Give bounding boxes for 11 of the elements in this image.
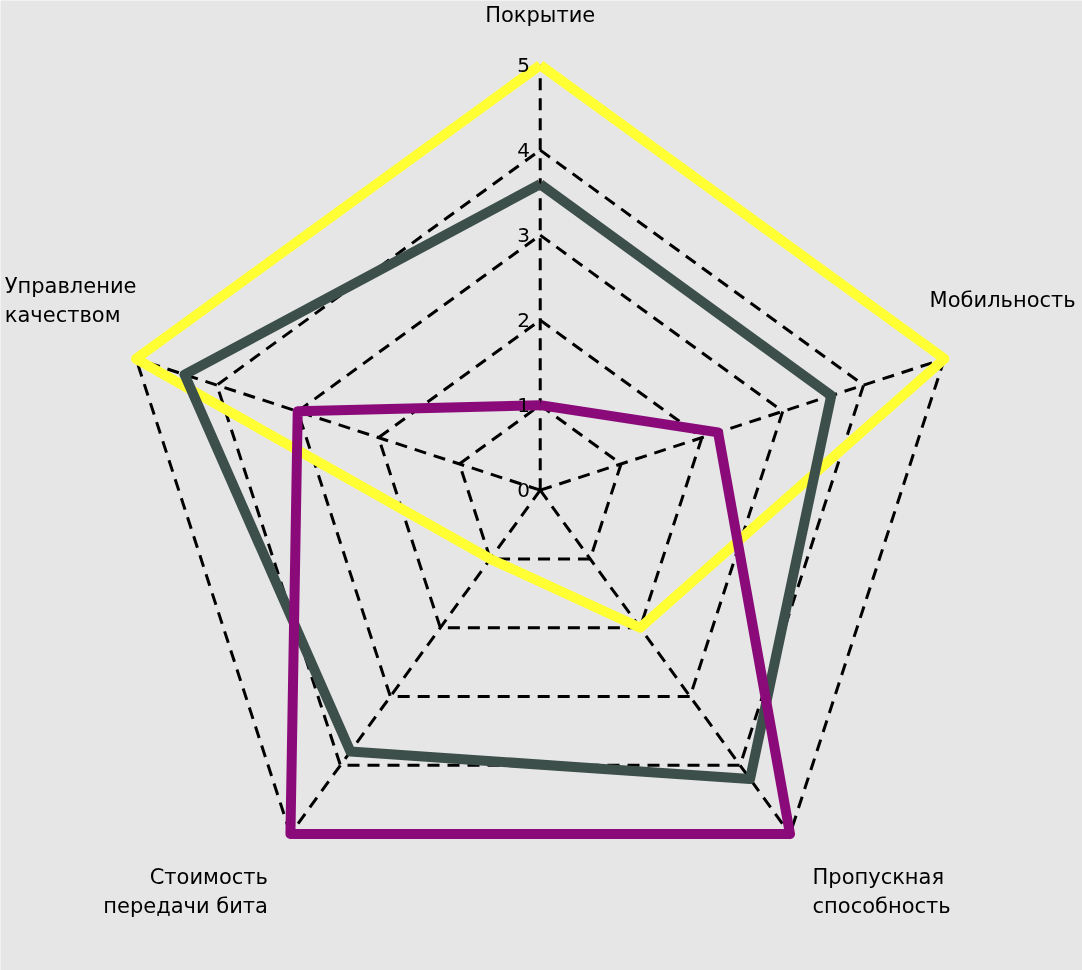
y-tick-label: 5 [517, 53, 531, 78]
spoke-label: Покрытие [485, 2, 596, 27]
spoke-label: Мобильность [929, 288, 1076, 313]
y-tick-label: 3 [517, 223, 531, 248]
y-tick-label: 2 [517, 308, 531, 333]
y-tick-label: 1 [517, 393, 531, 418]
spoke-label: Управление качеством [4, 273, 137, 327]
y-tick-label: 4 [517, 138, 531, 163]
y-tick-label: 0 [517, 478, 531, 503]
spoke-label: Пропускная способность [812, 865, 951, 918]
spoke-label: Стоимость передачи бита [103, 865, 268, 918]
